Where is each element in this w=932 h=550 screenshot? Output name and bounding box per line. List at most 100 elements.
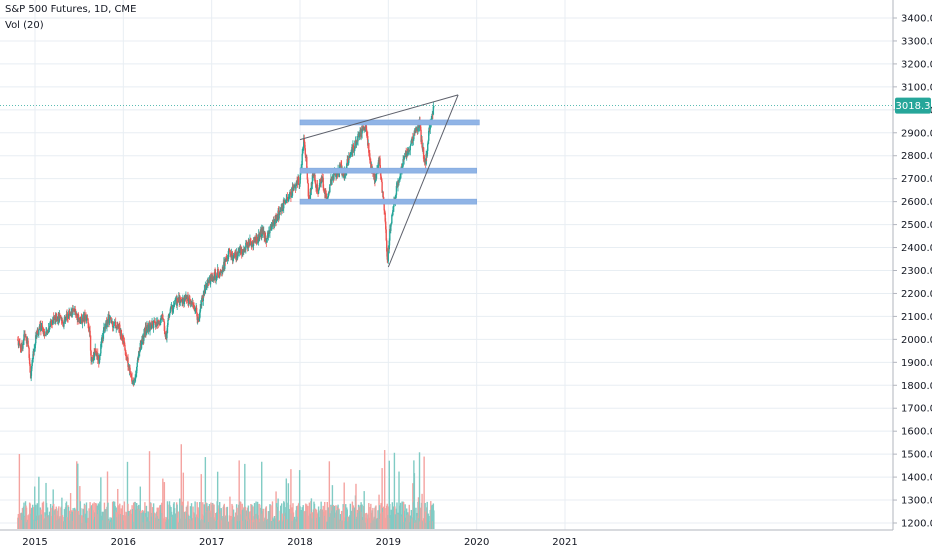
trend-line-lower[interactable] [387, 94, 459, 268]
volume-bar [372, 507, 374, 529]
candle-body [245, 242, 247, 250]
candle-body [214, 271, 216, 274]
volume-bar [126, 461, 129, 529]
volume-bar [388, 460, 390, 529]
support-resistance-zone[interactable] [299, 119, 480, 126]
candle-body [137, 357, 139, 363]
candle-body [349, 155, 352, 157]
candle-body [67, 313, 70, 319]
candle-body [180, 300, 182, 301]
volume-bar [325, 510, 327, 529]
candle-body [133, 379, 135, 385]
x-tick-label: 2016 [111, 537, 136, 548]
candle-body [191, 303, 193, 305]
volume-bar [298, 470, 301, 529]
candle-body [102, 330, 105, 339]
candle-body [99, 354, 101, 361]
volume-bar [190, 503, 193, 529]
grid [0, 0, 893, 530]
candle-body [110, 321, 113, 323]
candle-body [217, 268, 219, 275]
candle-body [200, 304, 202, 309]
candle-body [134, 376, 136, 381]
volume-bar [194, 501, 196, 529]
candle-body [130, 376, 133, 378]
candle-body [356, 140, 358, 144]
volume-indicator-label[interactable]: Vol (20) [5, 20, 44, 31]
candle-body [390, 223, 393, 225]
candle-body [327, 195, 330, 198]
candle-body [130, 374, 132, 377]
candle-body [17, 339, 19, 341]
candle-body [279, 211, 282, 212]
y-tick-label: 3200.0 [901, 59, 932, 70]
candle-body [34, 348, 36, 350]
candle-body [306, 169, 309, 180]
candle-body [145, 330, 148, 334]
volume-bar [265, 506, 268, 529]
candle-body [295, 180, 298, 186]
candle-body [123, 341, 126, 345]
candle-body [304, 148, 306, 155]
candle-body [25, 336, 27, 338]
candle-body [28, 357, 31, 365]
candle-body [172, 308, 174, 310]
volume-bar [286, 502, 288, 529]
volume-bar [301, 507, 303, 529]
candle-body [159, 324, 161, 326]
candle-body [118, 328, 120, 329]
candle-body [287, 200, 290, 202]
candle-body [412, 137, 414, 141]
volume-bar [368, 503, 370, 529]
support-resistance-zone[interactable] [299, 167, 477, 174]
volume-bar [61, 497, 63, 529]
volume-bar [424, 511, 427, 529]
drawing-annotations[interactable] [0, 94, 893, 268]
candle-body [298, 183, 301, 185]
candle-body [354, 140, 356, 150]
candle-body [270, 226, 273, 230]
volume-bar [306, 504, 308, 529]
candle-body [385, 229, 387, 241]
candle-body [254, 236, 256, 242]
volume-bar [176, 504, 178, 529]
volume-bar [18, 454, 21, 529]
candle-body [266, 239, 268, 243]
trend-line-upper[interactable] [299, 94, 459, 141]
symbol-title[interactable]: S&P 500 Futures, 1D, CME [5, 4, 137, 15]
x-tick-label: 2015 [22, 537, 47, 548]
candle-body [386, 251, 388, 260]
candle-body [127, 357, 129, 367]
candle-body [76, 314, 78, 318]
support-resistance-zone[interactable] [299, 198, 477, 205]
volume-bar [84, 513, 87, 529]
volume-bar [244, 506, 247, 529]
candle-body [176, 298, 179, 302]
volume-bar [340, 510, 343, 529]
candle-body [32, 359, 34, 361]
candle-body [91, 357, 94, 359]
candle-body [308, 196, 310, 198]
volume-bar [326, 501, 328, 529]
candle-body [136, 366, 138, 374]
volume-bar [72, 510, 75, 529]
candle-body [304, 141, 306, 149]
candle-body [306, 156, 308, 170]
volume-bar [162, 478, 164, 529]
candle-body [355, 143, 358, 145]
candle-body [158, 323, 160, 325]
candle-body [236, 252, 238, 259]
volume-bar [129, 509, 132, 529]
volume-bar [279, 505, 282, 529]
volume-bar [271, 501, 274, 529]
candle-body [131, 377, 133, 384]
candle-body [314, 182, 317, 185]
candle-body [182, 297, 184, 304]
volume-bar [38, 476, 40, 529]
candle-body [169, 307, 172, 313]
candle-body [307, 179, 309, 184]
volume-bar [338, 509, 340, 529]
candle-body [182, 297, 185, 299]
candle-body [64, 318, 67, 321]
